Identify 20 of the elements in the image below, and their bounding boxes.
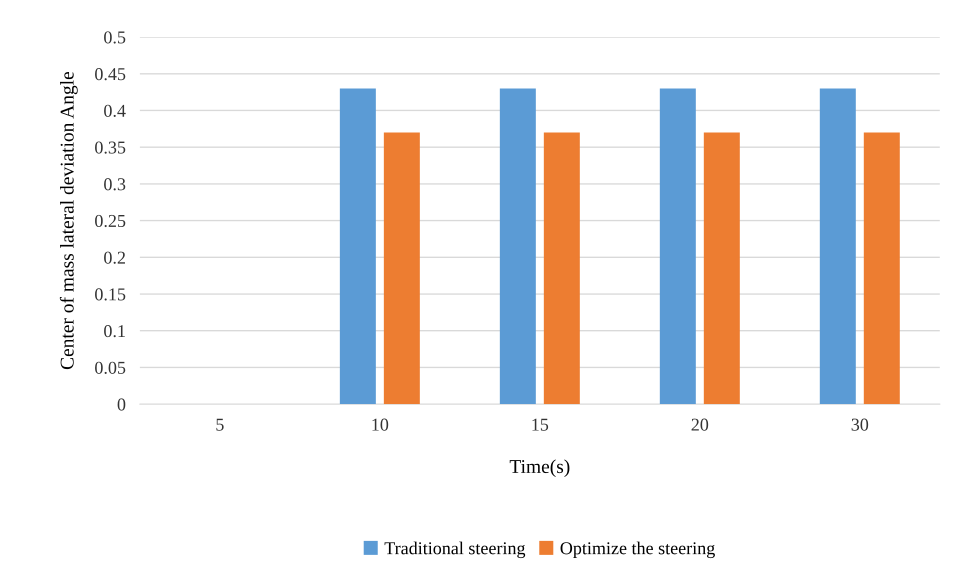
y-axis-title: Center of mass lateral deviation Angle (60, 72, 78, 370)
y-tick-label: 0.05 (95, 362, 126, 374)
y-tick-label: 0.35 (95, 141, 126, 154)
y-tick-label: 0.2 (104, 252, 125, 264)
x-tick-label: 20 (692, 418, 708, 431)
y-tick-label: 0.15 (95, 288, 126, 301)
y-tick-label: 0.4 (104, 104, 126, 117)
x-tick-label: 30 (852, 418, 868, 431)
legend-label: Traditional steering (384, 542, 526, 558)
legend-label: Optimize the steering (560, 542, 715, 558)
y-tick-label: 0.45 (95, 68, 126, 80)
x-axis-title: Time(s) (510, 459, 570, 478)
x-tick-label: 15 (532, 418, 548, 431)
y-tick-label: 0.1 (104, 324, 125, 338)
y-tick-label: 0.25 (95, 214, 126, 228)
x-tick-label: 10 (372, 418, 388, 431)
y-tick-label: 0 (118, 398, 126, 411)
y-tick-label: 0.3 (104, 178, 126, 190)
x-tick-label: 5 (216, 418, 224, 431)
y-tick-label: 0.5 (104, 31, 126, 44)
